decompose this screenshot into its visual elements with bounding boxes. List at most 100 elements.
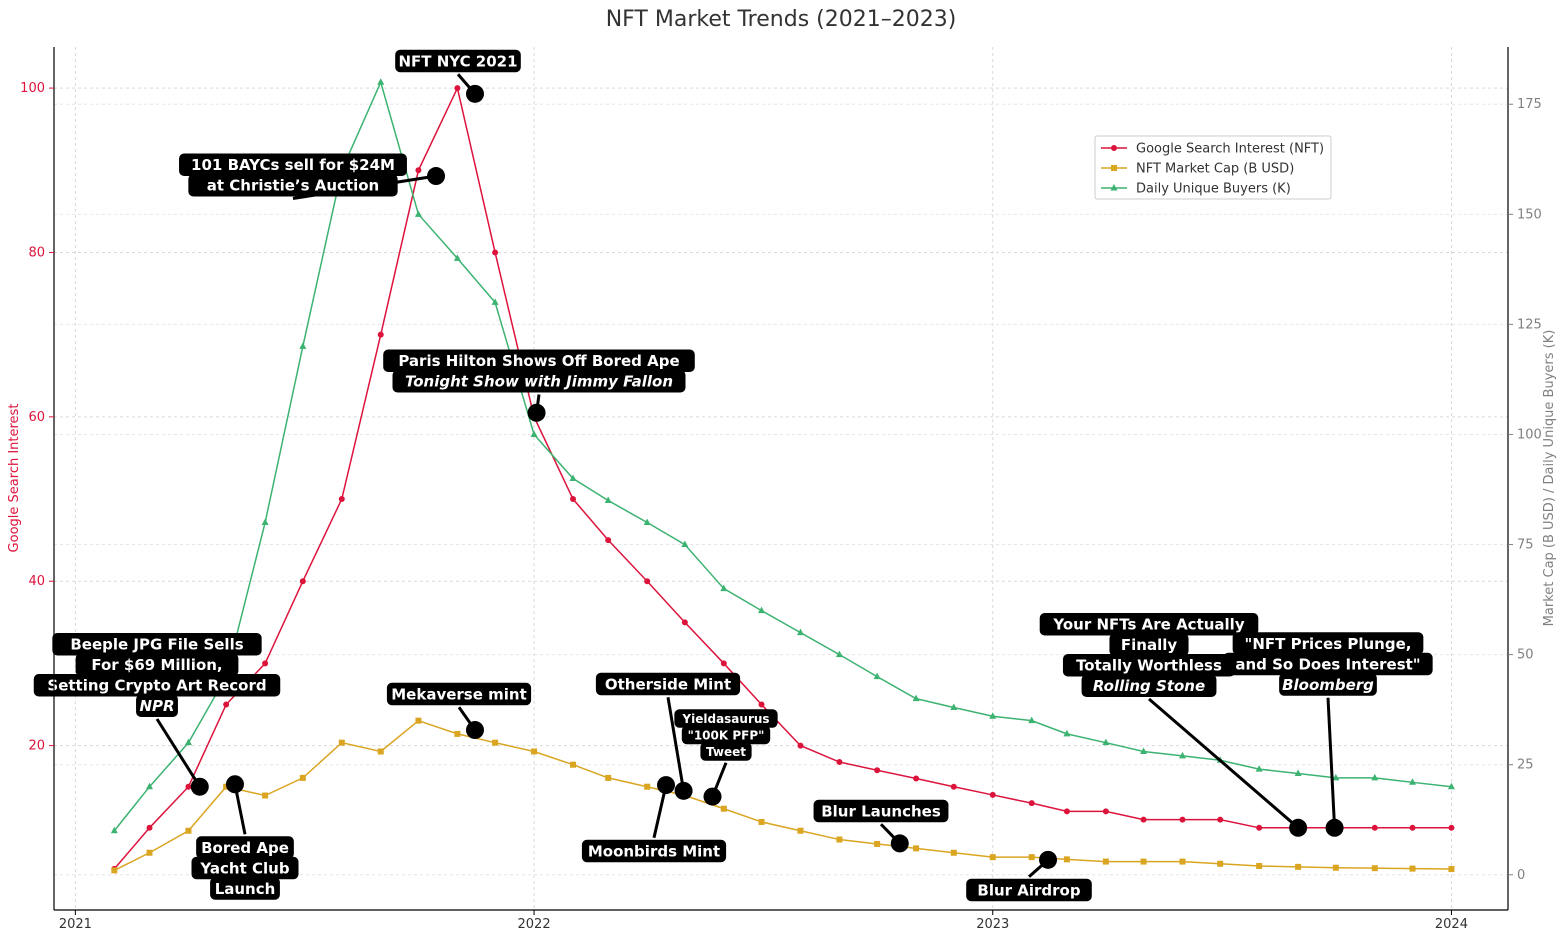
annotation-text: Blur Airdrop [977, 881, 1080, 899]
data-point [223, 783, 230, 790]
data-point [681, 540, 689, 548]
annotation-1: 101 BAYCs sell for $24M at Christie’s Auc… [179, 153, 446, 200]
annotation-text: 101 BAYCs sell for $24M [191, 156, 395, 174]
data-point [1063, 808, 1070, 815]
annotation-text: NPR [139, 697, 174, 715]
data-point [492, 739, 499, 746]
data-point [415, 717, 422, 724]
annotation-box [966, 878, 1092, 902]
data-point [1409, 824, 1416, 831]
data-point [530, 430, 538, 437]
annotation-text: Moonbirds Mint [588, 842, 720, 860]
data-point [681, 619, 688, 626]
annotation-text: For $69 Million, [91, 656, 222, 674]
x-tick-label: 2024 [1435, 917, 1468, 932]
data-point [377, 78, 385, 85]
data-point [1102, 808, 1109, 815]
annotation-box [392, 370, 686, 393]
annotation-box [33, 674, 281, 697]
data-point [185, 827, 192, 834]
data-point [299, 342, 307, 349]
y-right-tick-label: 75 [1517, 538, 1534, 553]
data-point [1295, 863, 1302, 870]
data-point [1102, 858, 1109, 865]
annotation-text: Totally Worthless [1076, 657, 1222, 675]
annotation-dot [225, 775, 244, 794]
annotation-10: Blur Airdrop [966, 850, 1092, 902]
annotation-text: Blur Launches [821, 802, 941, 820]
annotation-text: Bloomberg [1282, 676, 1374, 694]
legend-box [1094, 135, 1332, 200]
annotation-text: at Christie’s Auction [207, 177, 379, 195]
annotation-12: "NFT Prices Plunge, and So Does Interest"… [1223, 632, 1433, 837]
annotation-text: Mekaverse mint [391, 685, 527, 703]
data-point [873, 672, 881, 680]
x-tick-label: 2021 [59, 917, 92, 932]
data-point [950, 783, 957, 790]
annotation-box [179, 153, 407, 176]
data-point [1217, 860, 1224, 867]
annotation-dot [465, 721, 484, 740]
data-point [110, 826, 118, 834]
y-left-tick-label: 80 [28, 245, 45, 260]
annotation-box [395, 49, 521, 73]
annotation-9: Blur Launches [813, 799, 949, 853]
data-point [874, 840, 881, 847]
annotation-7: Yieldasaurus "100K PFP" Tweet [674, 709, 778, 806]
annotation-text: and So Does Interest" [1235, 655, 1420, 673]
data-point [111, 867, 118, 874]
legend-label: Daily Unique Buyers (K) [1136, 182, 1291, 197]
data-point [146, 782, 154, 790]
y-right-tick-label: 25 [1517, 758, 1534, 773]
data-point [874, 767, 881, 774]
annotation-box [674, 709, 778, 728]
annotation-text: Tweet [706, 745, 746, 759]
y-left-tick-label: 20 [28, 739, 45, 754]
annotation-box [136, 694, 178, 717]
annotation-text: Rolling Stone [1093, 677, 1205, 695]
y-right-tick-label: 150 [1517, 207, 1542, 222]
annotation-dot [890, 834, 909, 853]
data-point [453, 254, 461, 261]
data-point [531, 748, 538, 755]
data-point [377, 748, 384, 755]
annotation-box [1232, 632, 1424, 655]
data-point [912, 694, 920, 702]
data-point [797, 742, 804, 749]
annotation-box [191, 856, 299, 880]
y-left-tick-label: 40 [28, 574, 45, 589]
annotation-connector [1326, 697, 1337, 828]
data-point [835, 650, 843, 658]
series-line [113, 85, 1452, 870]
y-axis-right-label: Market Cap (B USD) / Daily Unique Buyers… [1542, 330, 1557, 627]
annotation-text: "NFT Prices Plunge, [1245, 635, 1412, 653]
annotation-dot [1325, 818, 1344, 837]
data-point [1140, 858, 1147, 865]
series-1 [111, 717, 1455, 874]
annotation-11: Your NFTs Are Actually Finally Totally Wor… [1039, 613, 1308, 837]
data-point [644, 783, 651, 790]
data-point [1102, 738, 1110, 746]
data-point [913, 775, 920, 782]
data-point [950, 703, 958, 710]
data-point [569, 474, 577, 481]
annotation-text: Setting Crypto Art Record [47, 677, 266, 695]
data-point [146, 849, 153, 856]
data-point [720, 660, 727, 667]
data-point [758, 818, 765, 825]
chart-title: NFT Market Trends (2021–2023) [606, 7, 957, 32]
y-right-tick-label: 50 [1517, 648, 1534, 663]
annotation-box [383, 349, 695, 372]
data-point [796, 628, 804, 636]
annotation-box [813, 799, 949, 823]
annotation-dot [1039, 850, 1058, 869]
data-point [605, 537, 612, 544]
data-point [1255, 765, 1263, 772]
annotation-box [581, 839, 727, 863]
data-point [643, 518, 651, 526]
axes [53, 47, 1509, 911]
y-left-tick-label: 60 [28, 410, 45, 425]
data-point [1371, 824, 1378, 831]
data-point [1028, 716, 1036, 724]
